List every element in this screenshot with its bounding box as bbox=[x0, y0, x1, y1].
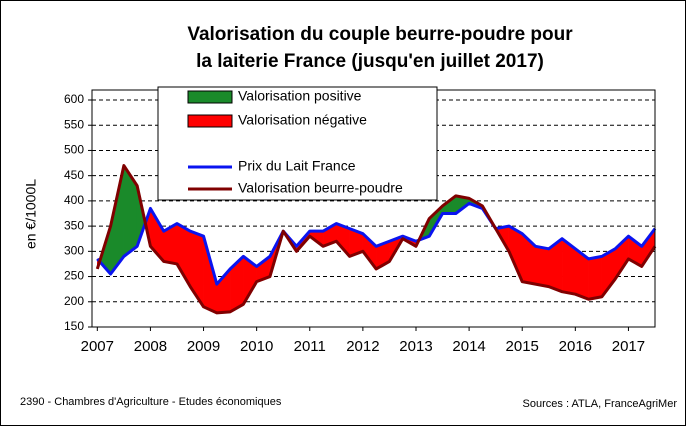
legend-label: Valorisation beurre-poudre bbox=[238, 180, 403, 196]
y-tick-label: 600 bbox=[64, 92, 84, 106]
legend-label: Valorisation négative bbox=[238, 112, 367, 128]
series-line bbox=[95, 164, 657, 315]
legend-swatch bbox=[187, 114, 233, 128]
x-tick-label: 2016 bbox=[559, 338, 592, 355]
x-tick-label: 2013 bbox=[399, 338, 432, 355]
legend-label: Prix du Lait France bbox=[238, 158, 356, 174]
y-tick-label: 200 bbox=[64, 294, 84, 308]
y-tick-label: 450 bbox=[64, 168, 84, 182]
footer-left: 2390 - Chambres d'Agriculture - Etudes é… bbox=[20, 396, 282, 408]
fill-area bbox=[588, 256, 603, 300]
x-tick-label: 2014 bbox=[452, 338, 485, 355]
y-tick-label: 150 bbox=[64, 319, 84, 333]
y-tick-label: 400 bbox=[64, 193, 84, 207]
x-tick-label: 2011 bbox=[294, 338, 326, 355]
y-tick-label: 550 bbox=[64, 117, 84, 131]
legend-label: Valorisation positive bbox=[238, 88, 362, 104]
x-tick-label: 2008 bbox=[134, 338, 167, 355]
y-axis-label: en €/1000L bbox=[23, 179, 39, 249]
x-tick-label: 2015 bbox=[506, 338, 539, 355]
y-tick-label: 500 bbox=[64, 143, 84, 157]
x-tick-label: 2012 bbox=[346, 338, 379, 355]
chart-title: la laiterie France (jusqu'en juillet 201… bbox=[196, 51, 544, 72]
fill-area bbox=[535, 245, 550, 287]
y-tick-label: 300 bbox=[64, 244, 84, 258]
y-tick-label: 350 bbox=[64, 218, 84, 232]
footer-right: Sources : ATLA, FranceAgriMer bbox=[523, 398, 678, 410]
x-tick-label: 2009 bbox=[187, 338, 220, 355]
x-tick-label: 2010 bbox=[240, 338, 273, 355]
legend-swatch bbox=[187, 90, 233, 104]
series-line bbox=[96, 201, 657, 286]
x-tick-label: 2017 bbox=[612, 338, 645, 355]
legend-box bbox=[157, 86, 438, 201]
chart-title: Valorisation du couple beurre-poudre pou… bbox=[187, 24, 573, 45]
y-tick-label: 250 bbox=[64, 269, 84, 283]
x-tick-label: 2007 bbox=[81, 338, 114, 355]
